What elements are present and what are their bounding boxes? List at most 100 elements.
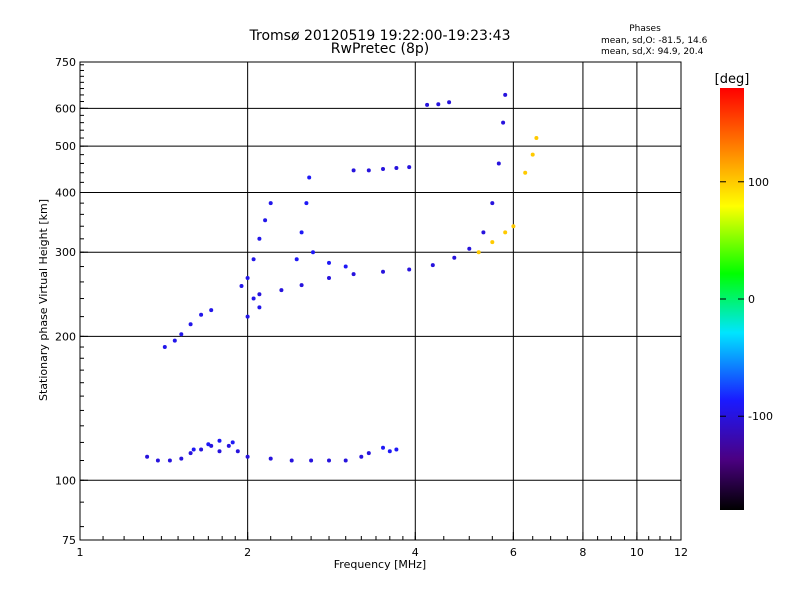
y-tick-label: 400 (55, 186, 76, 199)
data-point (343, 458, 348, 463)
y-tick-label: 500 (55, 140, 76, 153)
data-point (359, 454, 364, 459)
data-point (294, 257, 299, 262)
x-axis-label: Frequency [MHz] (334, 558, 426, 571)
data-point (217, 438, 222, 443)
data-point (327, 458, 331, 463)
data-point (490, 240, 495, 245)
y-axis-ticks: 75 100 200 300 400 500 600 750 (55, 56, 88, 547)
y-tick-label: 600 (55, 102, 76, 115)
data-point (268, 456, 273, 461)
data-point (257, 236, 262, 241)
data-point (311, 250, 315, 255)
data-point (257, 292, 262, 297)
data-point (343, 264, 348, 269)
data-point (511, 224, 516, 229)
data-point (239, 284, 244, 288)
y-tick-label: 750 (55, 56, 76, 69)
data-point (209, 443, 214, 448)
data-point (481, 230, 486, 235)
data-point (145, 454, 150, 459)
data-point (501, 120, 506, 125)
data-point (304, 201, 309, 206)
chart-subtitle: RwPretec (8p) (331, 41, 429, 57)
x-tick-label: 2 (244, 546, 251, 559)
colorbar-tick-label: 100 (748, 176, 769, 189)
data-point (503, 92, 508, 97)
data-point (503, 230, 508, 235)
y-tick-label: 100 (55, 474, 76, 487)
grid-lines (80, 62, 681, 540)
x-tick-label: 6 (510, 546, 517, 559)
data-point (394, 166, 399, 170)
data-point (436, 102, 441, 107)
colorbar-label: [deg] (715, 72, 750, 87)
data-point (155, 458, 160, 463)
data-point (289, 458, 294, 463)
data-point (172, 338, 177, 343)
data-point (309, 458, 314, 463)
data-point (199, 312, 204, 317)
data-point (447, 100, 452, 105)
data-point (381, 445, 385, 450)
x-tick-label: 10 (630, 546, 644, 559)
colorbar-tick-label: -100 (748, 410, 773, 423)
data-point (299, 283, 304, 288)
data-point (381, 167, 385, 171)
y-tick-label: 300 (55, 246, 76, 259)
data-point (179, 332, 184, 337)
data-point (188, 451, 193, 456)
data-point (387, 449, 392, 454)
data-point (307, 175, 312, 180)
data-point (299, 230, 304, 235)
data-point (230, 440, 235, 445)
phases-o-stats: mean, sd,O: -81.5, 14.6 (601, 36, 708, 46)
x-tick-label: 12 (674, 546, 688, 559)
data-point (523, 170, 528, 175)
y-tick-label: 200 (55, 330, 76, 343)
data-point (366, 168, 371, 173)
data-point (206, 442, 211, 447)
data-point (407, 267, 412, 272)
data-point (534, 136, 539, 140)
y-tick-label: 75 (62, 534, 76, 547)
data-point (327, 276, 331, 280)
data-point (496, 161, 501, 166)
data-point (226, 443, 231, 448)
data-points (145, 92, 539, 463)
data-point (476, 250, 481, 255)
data-point (167, 458, 172, 463)
data-point (279, 288, 284, 293)
data-point (235, 449, 240, 454)
data-point (366, 451, 371, 456)
x-tick-label: 8 (579, 546, 586, 559)
plot-area (79, 61, 682, 541)
data-point (191, 447, 196, 452)
data-point (351, 272, 356, 277)
data-point (245, 276, 250, 280)
data-point (467, 246, 472, 251)
data-point (490, 201, 495, 206)
chart-title: Tromsø 20120519 19:22:00-19:23:43 (249, 28, 511, 44)
x-axis-ticks: 1 2 4 6 8 10 12 (77, 532, 688, 559)
data-point (209, 308, 214, 313)
data-point (263, 218, 268, 223)
data-point (394, 447, 399, 452)
data-point (199, 447, 204, 452)
data-point (381, 269, 385, 274)
colorbar-ticks: 100 0 -100 (720, 176, 773, 423)
data-point (530, 152, 535, 157)
phases-x-stats: mean, sd,X: 94.9, 20.4 (601, 47, 704, 57)
data-point (162, 345, 167, 349)
data-point (257, 305, 262, 310)
data-point (407, 165, 412, 170)
x-tick-label: 1 (77, 546, 84, 559)
data-point (245, 454, 250, 459)
data-point (430, 263, 435, 268)
y-axis-label: Stationary phase Virtual Height [km] (37, 199, 50, 401)
data-point (425, 102, 430, 107)
data-point (245, 314, 250, 319)
data-point (268, 201, 273, 206)
data-point (452, 255, 457, 260)
